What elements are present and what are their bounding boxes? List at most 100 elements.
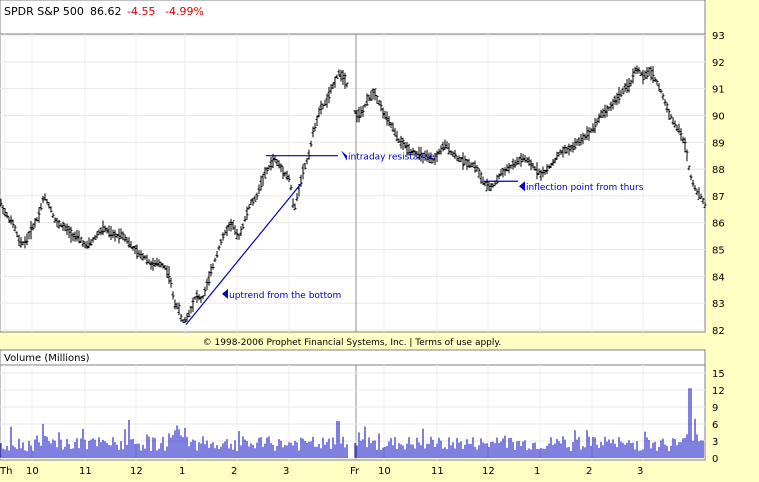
price-bar	[57, 219, 61, 229]
annotation-uptrend: uptrend from the bottom	[229, 291, 341, 301]
price-tick-label: 84	[712, 272, 725, 283]
price-bar	[273, 155, 277, 163]
price-bar	[221, 232, 225, 241]
price-bar	[241, 223, 245, 230]
price-bar	[41, 195, 45, 203]
price-bar	[201, 295, 205, 300]
price-bar	[251, 197, 255, 206]
price-bar	[577, 137, 581, 146]
price-bar	[419, 146, 423, 162]
price-bar	[655, 79, 659, 86]
price-bar	[489, 182, 493, 192]
price-bar	[425, 149, 429, 162]
price-bar	[185, 313, 189, 322]
price-bar	[543, 169, 547, 175]
price-bar	[537, 168, 541, 175]
time-tick-label: 2	[231, 466, 237, 477]
price-bar	[469, 162, 473, 168]
price-bar	[33, 217, 37, 228]
price-bar	[565, 146, 569, 154]
price-bar	[445, 141, 449, 150]
price-bar	[629, 79, 633, 87]
time-tick-label: 3	[637, 466, 643, 477]
price-bar	[323, 99, 327, 106]
price-bar	[37, 207, 41, 223]
price-bar	[209, 263, 213, 277]
price-axis: 82 83 84 85 86 87 88 89 90 91 92 93	[712, 31, 725, 337]
price-bar	[165, 265, 169, 278]
volume-axis: 0 3 6 9 12 15	[712, 369, 725, 465]
price-bar	[499, 169, 503, 176]
price-bar	[671, 117, 675, 125]
price-bar	[85, 240, 89, 249]
price-bar	[305, 158, 309, 165]
price-bar	[301, 164, 305, 180]
uptrend-line	[185, 182, 303, 326]
price-bar	[405, 141, 409, 156]
price-bar	[231, 220, 235, 230]
price-bar	[691, 179, 695, 187]
price-bar	[439, 145, 443, 155]
time-tick-label: Th	[0, 466, 12, 477]
price-bar	[225, 225, 229, 237]
price-bar	[639, 71, 643, 76]
price-bar	[645, 66, 649, 80]
price-bar	[149, 260, 153, 270]
change-pct-label: -4.99%	[165, 5, 204, 18]
price-bar	[161, 263, 165, 269]
price-bar	[387, 116, 391, 127]
price-bar	[611, 98, 615, 110]
price-bar	[0, 198, 3, 207]
price-bar	[123, 234, 127, 243]
price-bar	[259, 175, 263, 191]
price-bars	[0, 65, 707, 324]
price-bar	[331, 82, 335, 90]
price-bar	[199, 296, 203, 304]
price-bar	[267, 164, 271, 170]
price-bar	[335, 74, 339, 79]
price-bar	[119, 228, 123, 239]
price-bar	[341, 69, 345, 86]
price-bar	[281, 165, 285, 179]
price-bar	[569, 144, 573, 152]
time-tick-label: 11	[431, 466, 444, 477]
price-bar	[95, 231, 99, 239]
price-bar	[75, 229, 79, 242]
price-bar	[511, 158, 515, 170]
price-bar	[69, 226, 73, 243]
price-bar	[559, 149, 563, 155]
price-bar	[247, 204, 251, 210]
price-bar	[451, 151, 455, 157]
price-bar	[521, 153, 525, 163]
price-bar	[427, 152, 431, 163]
price-bar	[151, 257, 155, 271]
price-bar	[131, 245, 135, 251]
price-bar	[265, 166, 269, 175]
price-bar	[117, 228, 121, 244]
price-bar	[67, 225, 71, 239]
price-bar	[207, 271, 211, 286]
price-bar	[45, 198, 49, 205]
price-bar	[517, 157, 521, 165]
price-bar	[693, 185, 697, 192]
volume-tick-label: 3	[712, 437, 718, 448]
price-tick-label: 82	[712, 326, 725, 337]
price-bar	[531, 163, 535, 169]
price-bar	[475, 165, 479, 172]
price-bar	[9, 215, 13, 225]
price-bar	[23, 236, 27, 249]
price-bar	[681, 136, 685, 144]
price-bar	[685, 149, 689, 162]
price-bar	[309, 140, 313, 147]
price-bar	[471, 162, 475, 168]
price-bar	[373, 88, 377, 101]
price-bar	[437, 148, 441, 155]
price-bar	[261, 173, 265, 186]
price-bar	[319, 100, 323, 115]
price-bar	[379, 100, 383, 112]
price-bar	[263, 167, 267, 179]
time-tick-label: Fr	[350, 466, 360, 477]
price-bar	[575, 139, 579, 146]
price-bar	[391, 122, 395, 132]
price-bar	[663, 99, 667, 106]
